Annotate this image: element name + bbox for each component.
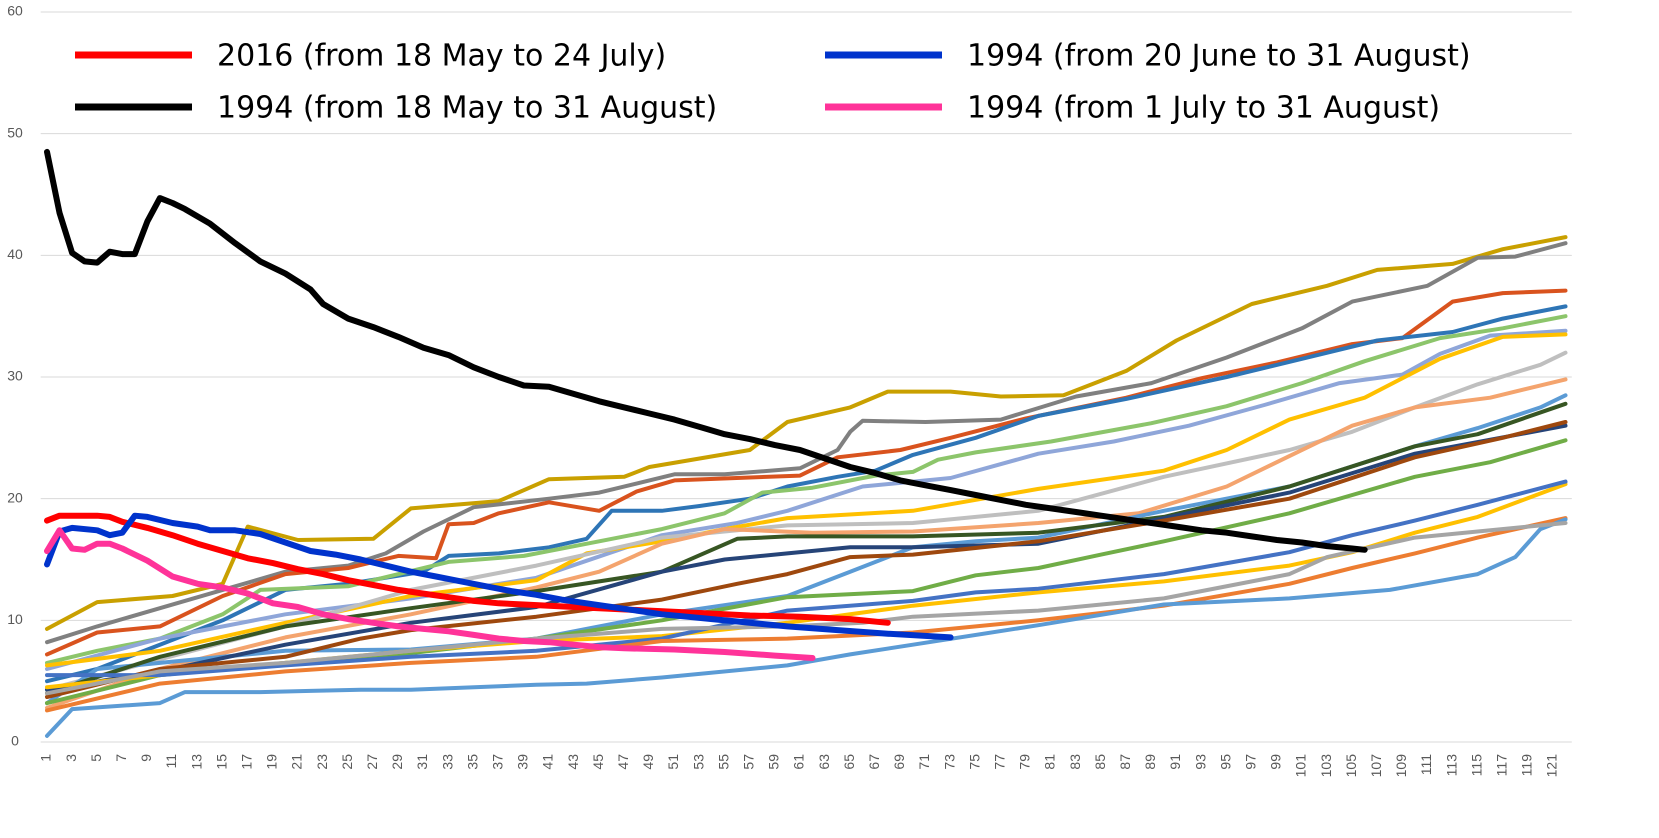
- series-line: [45, 420, 1568, 699]
- x-tick-label: 113: [1443, 754, 1459, 777]
- x-tick-label: 63: [816, 754, 832, 770]
- x-tick-label: 65: [841, 754, 857, 770]
- x-tick-label: 79: [1017, 754, 1033, 770]
- series-line: [44, 527, 816, 661]
- x-tick-label: 107: [1368, 754, 1384, 778]
- series-line: [45, 423, 1568, 692]
- legend-label: 1994 (from 20 June to 31 August): [967, 39, 1471, 74]
- series-line: [45, 241, 1568, 645]
- x-tick-label: 21: [289, 754, 305, 770]
- x-tick-label: 91: [1167, 754, 1183, 770]
- series-line: [44, 512, 954, 641]
- x-tick-label: 57: [740, 754, 756, 770]
- x-tick-label: 39: [515, 754, 531, 770]
- x-tick-label: 19: [264, 754, 280, 770]
- x-tick-label: 5: [88, 754, 104, 762]
- series-line: [45, 350, 1568, 692]
- x-tick-label: 1: [38, 754, 54, 762]
- x-tick-label: 27: [364, 754, 380, 770]
- x-tick-label: 59: [766, 754, 782, 770]
- series-line: [45, 332, 1568, 668]
- y-tick-label: 30: [7, 368, 23, 384]
- legend-label: 1994 (from 18 May to 31 August): [217, 91, 717, 126]
- x-tick-label: 81: [1042, 754, 1058, 770]
- x-tick-label: 31: [414, 754, 430, 770]
- x-tick-label: 41: [540, 754, 556, 770]
- x-tick-label: 55: [715, 754, 731, 770]
- y-tick-label: 0: [11, 733, 19, 749]
- x-tick-label: 49: [640, 754, 656, 770]
- x-tick-label: 67: [866, 754, 882, 770]
- y-tick-label: 60: [7, 3, 23, 19]
- y-tick-label: 50: [7, 124, 23, 140]
- x-tick-label: 85: [1092, 754, 1108, 770]
- x-tick-label: 121: [1544, 754, 1560, 778]
- x-tick-label: 15: [213, 754, 229, 770]
- x-tick-label: 9: [138, 754, 154, 762]
- x-tick-label: 109: [1393, 754, 1409, 778]
- x-tick-label: 3: [63, 754, 79, 762]
- x-tick-label: 73: [941, 754, 957, 770]
- x-tick-label: 77: [991, 754, 1007, 770]
- series-line: [45, 479, 1568, 678]
- x-tick-label: 103: [1318, 754, 1334, 778]
- x-tick-label: 11: [163, 754, 179, 769]
- x-tick-label: 51: [665, 754, 681, 770]
- legend-label: 2016 (from 18 May to 24 July): [217, 39, 666, 74]
- x-tick-label: 111: [1418, 754, 1434, 775]
- x-tick-label: 43: [565, 754, 581, 770]
- legend-label: 1994 (from 1 July to 31 August): [967, 91, 1440, 126]
- x-tick-label: 71: [916, 754, 932, 770]
- x-tick-label: 93: [1192, 754, 1208, 770]
- x-tick-label: 17: [238, 754, 254, 770]
- x-tick-label: 13: [188, 754, 204, 770]
- x-tick-label: 25: [339, 754, 355, 770]
- x-tick-label: 53: [690, 754, 706, 770]
- x-tick-label: 101: [1293, 754, 1309, 778]
- series-line: [44, 148, 1368, 553]
- y-tick-label: 10: [7, 611, 23, 627]
- x-tick-label: 83: [1067, 754, 1083, 770]
- x-tick-label: 35: [464, 754, 480, 770]
- x-tick-label: 33: [439, 754, 455, 770]
- x-tick-label: 37: [489, 754, 505, 770]
- x-tick-label: 61: [791, 754, 807, 770]
- x-tick-label: 47: [615, 754, 631, 770]
- series-line: [45, 328, 1568, 671]
- series-line: [45, 401, 1568, 696]
- x-tick-label: 69: [891, 754, 907, 770]
- x-tick-label: 29: [389, 754, 405, 770]
- series-line: [45, 377, 1568, 710]
- x-tick-label: 23: [314, 754, 330, 770]
- x-tick-label: 45: [590, 754, 606, 770]
- x-tick-label: 99: [1268, 754, 1284, 770]
- x-tick-label: 119: [1519, 754, 1535, 777]
- y-tick-label: 20: [7, 489, 23, 505]
- series-line: [45, 235, 1568, 631]
- x-tick-label: 97: [1242, 754, 1258, 770]
- series-line: [45, 517, 1568, 738]
- x-tick-label: 117: [1493, 754, 1509, 777]
- x-tick-label: 7: [113, 754, 129, 762]
- series-line: [45, 314, 1568, 665]
- x-tick-label: 95: [1217, 754, 1233, 770]
- x-tick-label: 115: [1468, 754, 1484, 777]
- x-tick-label: 87: [1117, 754, 1133, 770]
- x-tick-label: 89: [1142, 754, 1158, 770]
- y-tick-label: 40: [7, 246, 23, 262]
- x-tick-label: 105: [1343, 754, 1359, 778]
- x-tick-label: 75: [966, 754, 982, 770]
